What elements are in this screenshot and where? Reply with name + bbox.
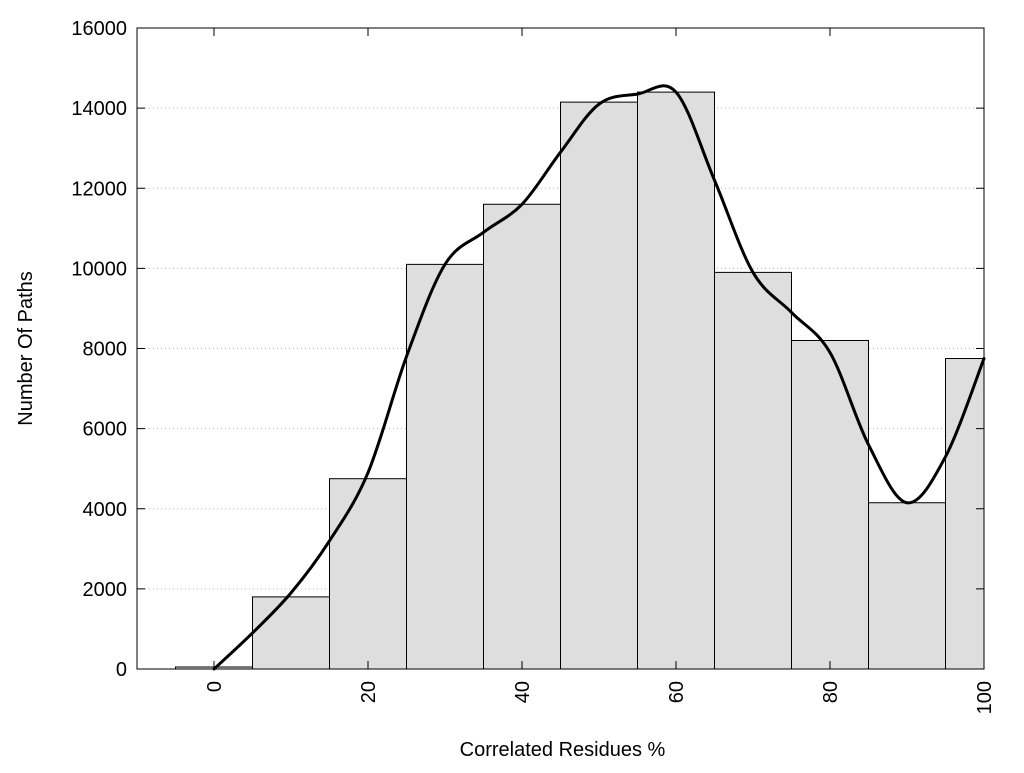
x-tick-label: 40 [512, 681, 534, 703]
x-tick-label: 20 [358, 681, 380, 703]
histogram-bar [637, 91, 715, 670]
y-tick-label: 8000 [83, 339, 128, 361]
y-axis-title: Number Of Paths [15, 271, 37, 426]
y-tick-label: 4000 [83, 499, 128, 521]
x-axis-ticks: 0 20 40 60 80 100 [204, 28, 996, 714]
y-axis-ticks: 0 2000 4000 6000 8000 10000 12000 14000 16000 [71, 18, 984, 681]
histogram-bar [252, 596, 330, 670]
x-tick-label: 60 [666, 681, 688, 703]
y-tick-label: 14000 [71, 98, 127, 120]
y-tick-label: 2000 [83, 579, 128, 601]
histogram-bar [329, 478, 407, 670]
histogram-bar [714, 271, 792, 670]
x-tick-label: 0 [204, 681, 226, 692]
histogram-bar [868, 502, 946, 670]
y-tick-label: 12000 [71, 178, 127, 200]
histogram-bar [560, 101, 638, 670]
x-axis-title: Correlated Residues % [460, 739, 666, 761]
bars [175, 91, 985, 670]
y-tick-label: 0 [116, 659, 127, 681]
y-tick-label: 10000 [71, 258, 127, 280]
density-curve [212, 84, 986, 671]
density-curve-group [212, 84, 986, 671]
y-tick-label: 16000 [71, 18, 127, 40]
histogram-bar [483, 203, 561, 670]
histogram-bar [791, 339, 869, 670]
y-tick-label: 6000 [83, 419, 128, 441]
x-tick-label: 80 [820, 681, 842, 703]
histogram-bar [945, 358, 985, 670]
x-tick-label: 100 [974, 681, 996, 714]
